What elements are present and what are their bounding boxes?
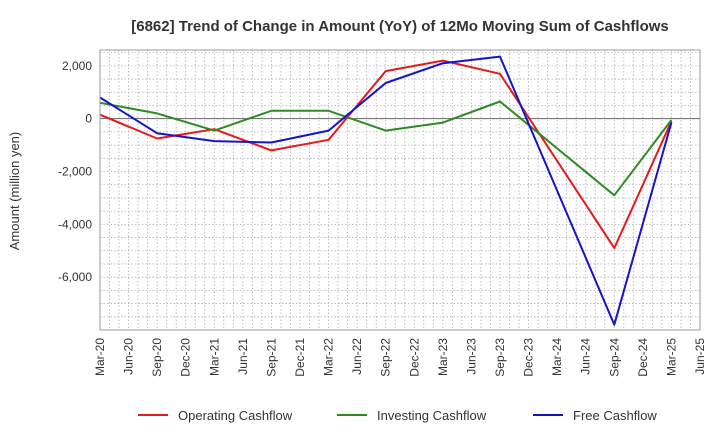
- legend-label: Free Cashflow: [573, 408, 657, 423]
- x-tick-label: Dec-23: [522, 338, 536, 377]
- x-tick-label: Dec-24: [636, 338, 650, 377]
- x-tick-label: Sep-21: [264, 338, 278, 377]
- y-tick-label: 2,000: [62, 59, 92, 73]
- x-tick-label: Jun-24: [579, 338, 593, 375]
- x-axis-ticks: Mar-20 Jun-20 Sep-20 Dec-20 Mar-21 Jun-21 Sep-…: [93, 338, 707, 377]
- x-tick-label: Jun-21: [236, 338, 250, 375]
- y-axis-ticks: 2,000 0 -2,000 -4,000 -6,000: [58, 59, 92, 284]
- series-line-operating-cashflow: [99, 59, 673, 250]
- x-tick-label: Mar-25: [664, 338, 678, 376]
- y-axis-label: Amount (million yen): [7, 132, 22, 251]
- series-line-free-cashflow: [99, 55, 673, 326]
- x-tick-label: Jun-22: [350, 338, 364, 375]
- x-tick-label: Dec-22: [407, 338, 421, 377]
- x-tick-label: Mar-22: [322, 338, 336, 376]
- x-tick-label: Jun-23: [464, 338, 478, 375]
- series-line-investing-cashflow: [99, 100, 673, 197]
- y-tick-label: -6,000: [58, 270, 92, 284]
- y-tick-label: 0: [85, 112, 92, 126]
- legend: Operating Cashflow Investing Cashflow Free…: [138, 408, 657, 423]
- plot-area-frame: [99, 49, 701, 331]
- x-tick-label: Mar-23: [436, 338, 450, 376]
- legend-label: Investing Cashflow: [377, 408, 487, 423]
- x-tick-label: Dec-20: [179, 338, 193, 377]
- y-tick-label: -4,000: [58, 217, 92, 231]
- chart-title: [6862] Trend of Change in Amount (YoY) o…: [131, 18, 669, 35]
- x-tick-label: Dec-21: [293, 338, 307, 377]
- legend-label: Operating Cashflow: [178, 408, 293, 423]
- x-tick-label: Sep-23: [493, 338, 507, 377]
- y-tick-label: -2,000: [58, 165, 92, 179]
- x-tick-label: Jun-25: [693, 338, 707, 375]
- grid-lines: [100, 50, 701, 330]
- x-tick-label: Sep-22: [379, 338, 393, 377]
- x-tick-label: Sep-24: [607, 338, 621, 377]
- x-tick-label: Jun-20: [122, 338, 136, 375]
- x-tick-label: Sep-20: [150, 338, 164, 377]
- x-tick-label: Mar-21: [207, 338, 221, 376]
- series-lines: [99, 55, 673, 326]
- x-tick-label: Mar-24: [550, 338, 564, 376]
- x-tick-label: Mar-20: [93, 338, 107, 376]
